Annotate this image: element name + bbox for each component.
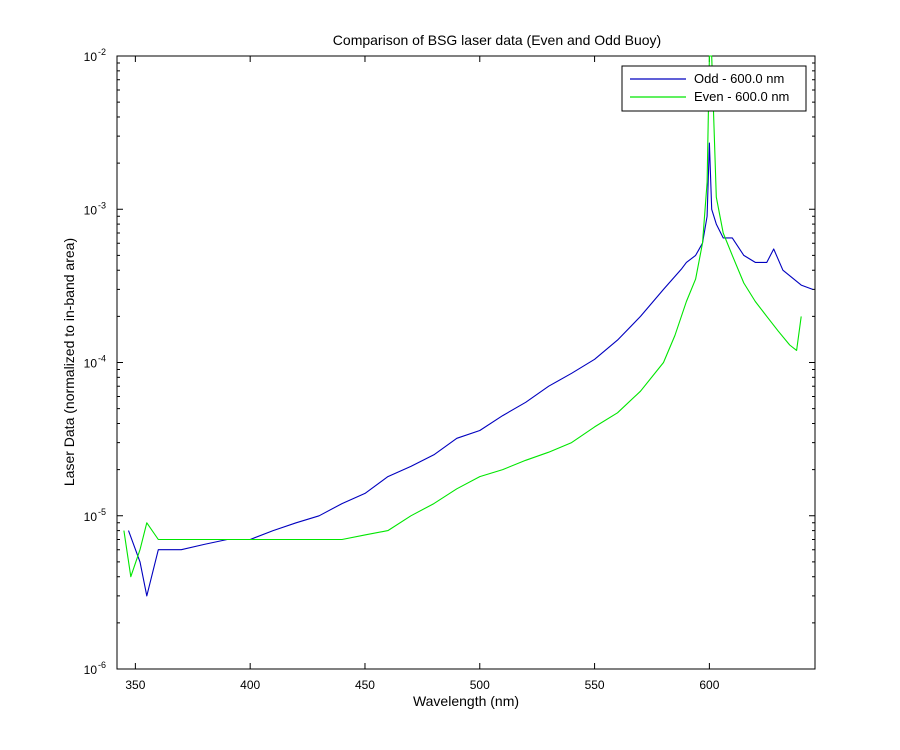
y-tick-label-base: 10 (84, 510, 98, 524)
series-line (123, 55, 802, 578)
legend-label: Odd - 600.0 nm (694, 71, 784, 86)
chart-title: Comparison of BSG laser data (Even and O… (333, 32, 661, 48)
y-tick-label-exponent: -4 (98, 354, 106, 364)
series-layer (123, 55, 813, 597)
legend-box (621, 65, 807, 112)
x-tick-label: 550 (585, 678, 605, 692)
y-tick-label-base: 10 (84, 357, 98, 371)
y-tick-label-base: 10 (84, 663, 98, 677)
plot-frame (116, 55, 816, 670)
y-axis-label: Laser Data (normalized to in-band area) (61, 238, 77, 486)
x-tick-label: 400 (240, 678, 260, 692)
x-tick-label: 600 (699, 678, 719, 692)
x-tick-label: 500 (470, 678, 490, 692)
x-axis-label: Wavelength (nm) (413, 693, 519, 709)
y-tick-label-exponent: -6 (98, 660, 106, 670)
x-tick-label: 350 (125, 678, 145, 692)
y-tick-label-base: 10 (84, 203, 98, 217)
y-tick-label-exponent: -5 (98, 507, 106, 517)
y-tick-label-exponent: -3 (98, 200, 106, 210)
y-tick-label-base: 10 (84, 50, 98, 64)
x-tick-label: 450 (355, 678, 375, 692)
legend-label: Even - 600.0 nm (694, 89, 789, 104)
legend: Odd - 600.0 nm Even - 600.0 nm (621, 65, 807, 112)
y-tick-label-exponent: -2 (98, 47, 106, 57)
